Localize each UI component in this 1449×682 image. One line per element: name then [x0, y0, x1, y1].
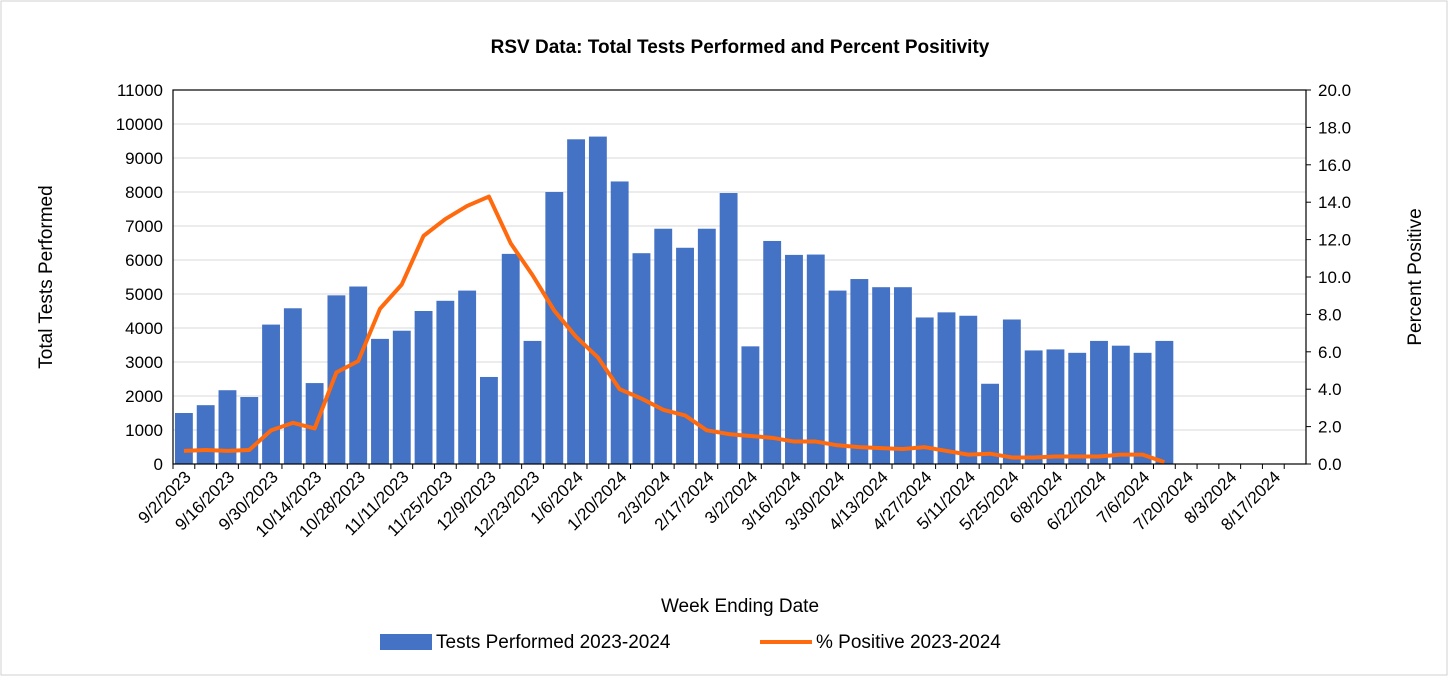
bar: [240, 397, 259, 464]
bar: [959, 315, 978, 464]
bar: [436, 300, 455, 464]
bar: [1155, 340, 1174, 464]
y-tick-label: 11000: [117, 81, 163, 100]
bar: [1111, 345, 1130, 464]
y-tick-label: 7000: [125, 217, 163, 236]
y2-tick-label: 12.0: [1318, 231, 1351, 250]
bar: [719, 193, 738, 464]
y2-tick-label: 20.0: [1318, 81, 1351, 100]
bar: [174, 413, 193, 464]
y-tick-label: 5000: [125, 285, 163, 304]
y-tick-label: 8000: [125, 183, 163, 202]
bar: [1090, 340, 1108, 464]
bar: [392, 330, 411, 464]
bar: [283, 308, 302, 464]
y2-tick-label: 16.0: [1318, 156, 1351, 175]
bar: [1046, 349, 1065, 464]
bar: [915, 317, 934, 464]
y2-tick-label: 6.0: [1318, 343, 1342, 362]
x-axis-title: Week Ending Date: [661, 596, 819, 617]
y2-tick-label: 10.0: [1318, 268, 1351, 287]
bar: [893, 287, 912, 464]
y2-tick-label: 2.0: [1318, 418, 1342, 437]
bar: [697, 228, 716, 464]
bar: [479, 376, 498, 464]
y-tick-label: 2000: [125, 387, 163, 406]
legend-label: % Positive 2023-2024: [816, 632, 1001, 653]
bar: [741, 346, 760, 464]
y-tick-label: 1000: [125, 421, 163, 440]
y2-tick-label: 18.0: [1318, 118, 1351, 137]
bar: [676, 247, 694, 464]
bar: [632, 253, 651, 464]
bar: [458, 290, 477, 464]
bar: [850, 279, 869, 464]
line: [183, 194, 1166, 465]
bar: [937, 312, 956, 464]
y2-tick-label: 0.0: [1318, 455, 1342, 474]
bar: [1068, 352, 1087, 464]
bar: [196, 405, 215, 464]
bar: [567, 139, 586, 465]
chart-title: RSV Data: Total Tests Performed and Perc…: [491, 37, 990, 58]
bar: [806, 254, 825, 464]
bar: [1024, 350, 1043, 464]
y-axis-title: Total Tests Performed: [36, 185, 57, 368]
bar: [981, 383, 1000, 464]
bar: [610, 181, 629, 464]
y-tick-label: 4000: [125, 319, 163, 338]
y-tick-label: 10000: [116, 115, 163, 134]
bar: [785, 254, 803, 464]
bar: [654, 228, 673, 464]
bar: [371, 338, 389, 464]
bar: [763, 240, 782, 464]
legend-label: Tests Performed 2023-2024: [436, 632, 671, 653]
bar: [349, 286, 368, 464]
y-tick-label: 3000: [125, 353, 163, 372]
y-tick-label: 6000: [125, 251, 163, 270]
y2-axis-title: Percent Positive: [1405, 208, 1426, 345]
y-tick-label: 9000: [125, 149, 163, 168]
bar: [414, 311, 433, 464]
bar: [501, 253, 520, 464]
bar: [872, 287, 891, 464]
y2-tick-label: 14.0: [1318, 193, 1351, 212]
legend-swatch: [380, 634, 432, 650]
y-tick-label: 0: [154, 455, 163, 474]
bar: [545, 192, 564, 464]
bar: [327, 295, 346, 464]
bar: [588, 136, 607, 464]
bar: [828, 290, 847, 464]
bar: [218, 390, 237, 464]
bar: [1133, 352, 1152, 464]
bar: [1002, 319, 1021, 464]
bar: [262, 324, 280, 464]
y2-tick-label: 8.0: [1318, 305, 1342, 324]
y2-tick-label: 4.0: [1318, 380, 1342, 399]
bar: [523, 340, 542, 464]
